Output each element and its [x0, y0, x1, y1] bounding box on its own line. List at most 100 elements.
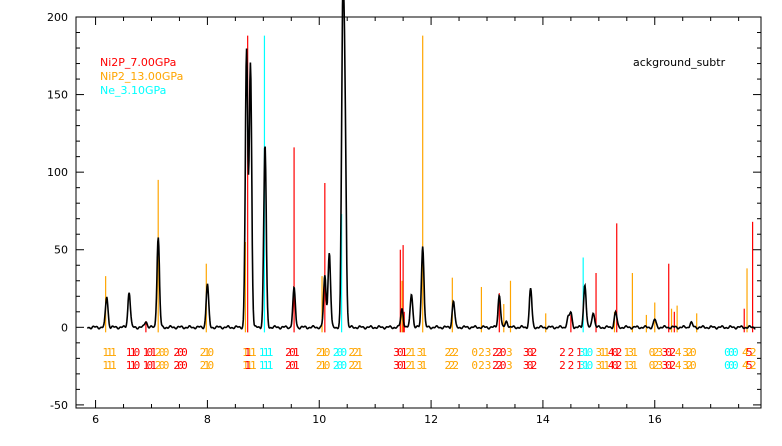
hkl-label: 0	[181, 346, 188, 359]
hkl-label: 1	[576, 359, 583, 372]
hkl-label: 0	[500, 359, 507, 372]
hkl-label: 2	[750, 359, 757, 372]
hkl-label: 2	[285, 359, 292, 372]
hkl-label: 2	[452, 359, 459, 372]
hkl-label: 0	[587, 359, 594, 372]
hkl-label: 0	[341, 359, 348, 372]
hkl-label: 1	[320, 359, 327, 372]
hkl-label: 1	[106, 346, 113, 359]
hkl-label: 0	[665, 346, 672, 359]
hkl-label: 3	[506, 359, 513, 372]
hkl-label: 1	[603, 346, 610, 359]
hkl-label: 2	[448, 346, 455, 359]
hkl-label: 2	[352, 359, 359, 372]
hkl-label: 2	[492, 359, 499, 372]
hkl-label: 1	[150, 346, 157, 359]
hkl-label: 0	[724, 346, 731, 359]
hkl-label: 3	[523, 346, 530, 359]
hkl-label: 1	[409, 346, 416, 359]
reference-sticks	[105, 35, 754, 333]
hkl-label: 2	[686, 346, 693, 359]
measured-pattern-layer	[86, 0, 756, 330]
hkl-label: 0	[324, 359, 331, 372]
hkl-label: 2	[616, 346, 623, 359]
hkl-labels: 1111111111001100112200002200002211001111…	[102, 346, 756, 372]
hkl-label: 2	[285, 346, 292, 359]
hkl-label: 0	[649, 359, 656, 372]
hkl-label: 0	[728, 346, 735, 359]
hkl-label: 0	[527, 346, 534, 359]
hkl-label: 2	[448, 359, 455, 372]
y-tick-label: 50	[54, 244, 68, 257]
hkl-label: 0	[207, 359, 214, 372]
hkl-label: 1	[242, 359, 249, 372]
hkl-label: 0	[471, 359, 478, 372]
hkl-label: 0	[649, 346, 656, 359]
top-right-label: ackground_subtr	[633, 56, 726, 69]
hkl-label: 3	[682, 359, 689, 372]
hkl-label: 1	[204, 359, 211, 372]
hkl-label: 1	[242, 346, 249, 359]
hkl-label: 2	[445, 359, 452, 372]
hkl-label: 3	[596, 359, 603, 372]
hkl-label: 0	[163, 359, 170, 372]
hkl-label: 3	[485, 346, 492, 359]
hkl-label: 3	[393, 346, 400, 359]
plot-frame	[75, 16, 762, 409]
hkl-label: 2	[173, 346, 180, 359]
hkl-label: 2	[478, 346, 485, 359]
hkl-label: 0	[159, 359, 166, 372]
hkl-label: 3	[682, 346, 689, 359]
hkl-label: 3	[662, 359, 669, 372]
hkl-label: 3	[417, 346, 424, 359]
hkl-label: 2	[405, 346, 412, 359]
hkl-label: 0	[337, 359, 344, 372]
hkl-label: 1	[320, 346, 327, 359]
hkl-label: 1	[599, 359, 606, 372]
hkl-label: 1	[263, 346, 270, 359]
hkl-label: 2	[405, 359, 412, 372]
hkl-label: 1	[603, 359, 610, 372]
hkl-label: 2	[531, 346, 538, 359]
hkl-label: 0	[587, 346, 594, 359]
hkl-label: 1	[130, 346, 137, 359]
hkl-label: 1	[250, 346, 257, 359]
hkl-label: 2	[200, 346, 207, 359]
hkl-label: 2	[686, 359, 693, 372]
hkl-label: 1	[293, 359, 300, 372]
y-tick-label: 0	[61, 321, 68, 334]
hkl-label: 0	[527, 359, 534, 372]
hkl-label: 3	[579, 359, 586, 372]
hkl-label: 2	[559, 346, 566, 359]
hkl-label: 2	[155, 346, 162, 359]
hkl-label: 2	[531, 359, 538, 372]
hkl-label: 1	[126, 359, 133, 372]
hkl-label: 2	[568, 346, 575, 359]
hkl-label: 0	[471, 346, 478, 359]
hkl-label: 1	[130, 359, 137, 372]
hkl-label: 2	[653, 359, 660, 372]
hkl-label: 1	[102, 346, 109, 359]
hkl-label: 2	[155, 359, 162, 372]
hkl-label: 3	[485, 359, 492, 372]
hkl-label: 4	[608, 359, 615, 372]
legend-entry: Ni2P_7.00GPa	[100, 56, 176, 69]
hkl-label: 4	[608, 346, 615, 359]
hkl-label: 0	[690, 359, 697, 372]
hkl-label: 1	[263, 359, 270, 372]
hkl-label: 2	[478, 359, 485, 372]
hkl-label: 0	[397, 359, 404, 372]
hkl-label: 1	[110, 346, 117, 359]
hkl-label: 1	[110, 359, 117, 372]
hkl-label: 1	[576, 346, 583, 359]
hkl-label: 1	[401, 359, 408, 372]
hkl-label: 1	[250, 359, 257, 372]
hkl-label: 1	[631, 359, 638, 372]
hkl-label: 3	[393, 359, 400, 372]
x-tick-label: 6	[92, 413, 99, 426]
hkl-label: 0	[289, 359, 296, 372]
hkl-label: 4	[742, 346, 749, 359]
hkl-label: 1	[401, 346, 408, 359]
